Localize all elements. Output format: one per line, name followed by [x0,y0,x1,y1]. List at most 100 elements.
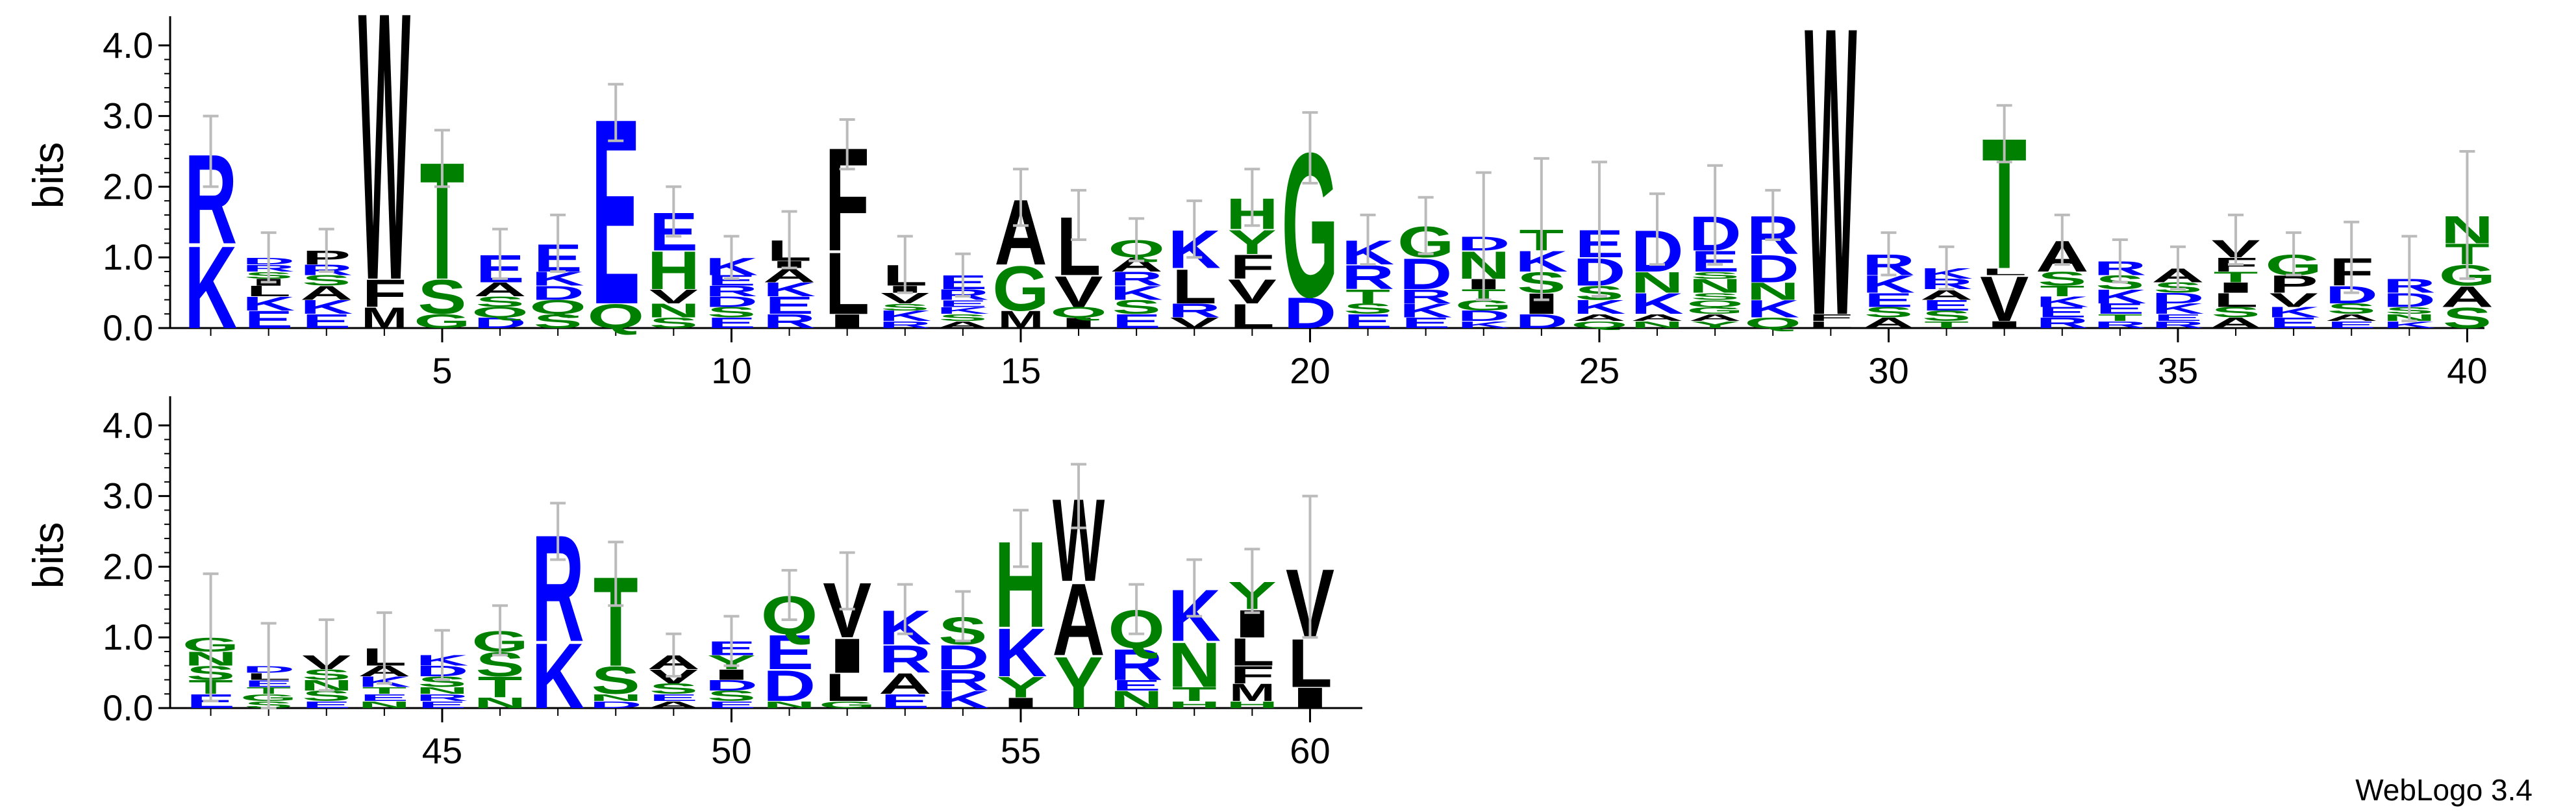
logo-letter-E: E [2095,301,2144,317]
logo-column-29: LFW [1805,0,1857,401]
logo-letter-E: E [1922,297,1971,313]
logo-letter-K: K [242,293,295,315]
logo-letter-T: T [2040,283,2084,299]
weblogo-credit: WebLogo 3.4 [2355,773,2532,807]
logo-letter-R: R [1399,286,1452,308]
logo-letter-T: T [478,671,523,704]
logo-letter-Y: Y [996,671,1045,704]
logo-letter-F: F [1230,247,1275,286]
logo-letter-T: T [1345,286,1390,308]
logo-letter-W: W [358,0,411,361]
logo-letter-G: G [992,253,1049,325]
logo-letter-N: N [358,699,410,710]
logo-letter-K: K [1747,296,1799,323]
logo-column-20: DG [1282,110,1339,340]
logo-letter-F: F [1230,661,1275,689]
logo-letter-V: V [1980,264,2029,335]
logo-letter-N: N [1688,275,1741,297]
logo-letter-R: R [705,283,758,299]
logo-letter-R: R [936,664,989,697]
logo-letter-R: R [416,692,468,704]
logo-letter-G: G [819,699,876,710]
logo-column-11: REKAIL [763,210,816,333]
logo-letter-A: A [936,319,989,330]
logo-letter-Q: Q [1686,298,1744,309]
logo-letter-K: K [879,308,931,324]
x-tick-label: 55 [1001,730,1041,771]
logo-letter-S: S [2211,304,2260,320]
y-axis-label: bits [24,522,72,589]
logo-letter-K: K [936,686,989,713]
logo-column-14: ASKERE [936,252,990,330]
logo-letter-L: L [825,235,869,333]
logo-column-5: GST [414,128,471,333]
logo-letter-I: I [1981,319,2027,330]
logo-letter-E: E [244,306,293,333]
x-tick-label: 15 [1001,350,1041,391]
logo-letter-I: I [708,666,755,683]
logo-column-47: KR [531,501,584,728]
logo-letter-S: S [2038,268,2086,290]
logo-column-8: QE [587,64,644,360]
logo-letter-G: G [1686,305,1744,316]
logo-letter-S: S [881,301,929,312]
logo-letter-W: W [1805,0,1857,401]
logo-letter-A: A [2441,281,2494,314]
logo-letter-A: A [879,668,931,701]
logo-letter-Y: Y [1691,319,1740,330]
logo-letter-N: N [416,685,468,696]
logo-letter-A: A [1862,315,1915,331]
logo-letter-E: E [2327,319,2376,330]
logo-column-42: SGTELD [240,622,297,710]
y-tick-label: 3.0 [103,95,153,136]
logo-letter-A: A [473,279,526,301]
logo-letter-T: T [1924,319,1969,330]
logo-letter-G: G [414,311,471,333]
x-tick-label: 60 [1290,730,1330,771]
logo-letter-L: L [246,283,291,299]
logo-column-45: ERNSDK [416,629,469,710]
logo-letter-E: E [302,311,351,333]
logo-letter-H: H [1168,699,1221,710]
logo-column-49: AESVA [647,632,700,710]
logo-letter-Q: Q [529,296,586,318]
logo-column-39: KNSDR [2383,235,2436,330]
logo-column-12: ILF [824,117,870,333]
logo-letter-D: D [705,677,758,693]
logo-letter-S: S [649,315,698,331]
logo-column-60: ILV [1286,494,1334,715]
logo-letter-S: S [1864,304,1913,320]
logo-letter-H: H [1226,699,1279,710]
logo-letter-E: E [418,699,466,710]
logo-letter-K: K [936,305,989,316]
logo-column-52: GLIV [819,551,876,710]
logo-letter-I: I [824,628,870,683]
logo-letter-E: E [360,692,408,704]
logo-letter-L: L [2214,289,2258,311]
logo-column-41: ETSNG [182,572,239,713]
logo-column-36: ASLITFV [2209,213,2262,331]
logo-letter-V: V [1054,267,1103,316]
logo-letter-D: D [1515,311,1568,333]
logo-letter-A: A [300,282,353,304]
logo-letter-V: V [1228,272,1277,311]
logo-letter-V: V [649,286,698,308]
logo-letter-A: A [647,699,700,710]
logo-letter-N: N [1631,319,1683,330]
logo-letter-Y: Y [1228,223,1277,261]
logo-letter-E: E [1864,289,1913,311]
logo-column-15: MGA [992,168,1049,333]
logo-letter-E: E [938,298,987,309]
logo-column-4: MFW [358,0,411,361]
logo-letter-S: S [1691,270,1740,281]
logo-letter-S: S [534,311,582,333]
y-tick-label: 3.0 [103,476,153,516]
